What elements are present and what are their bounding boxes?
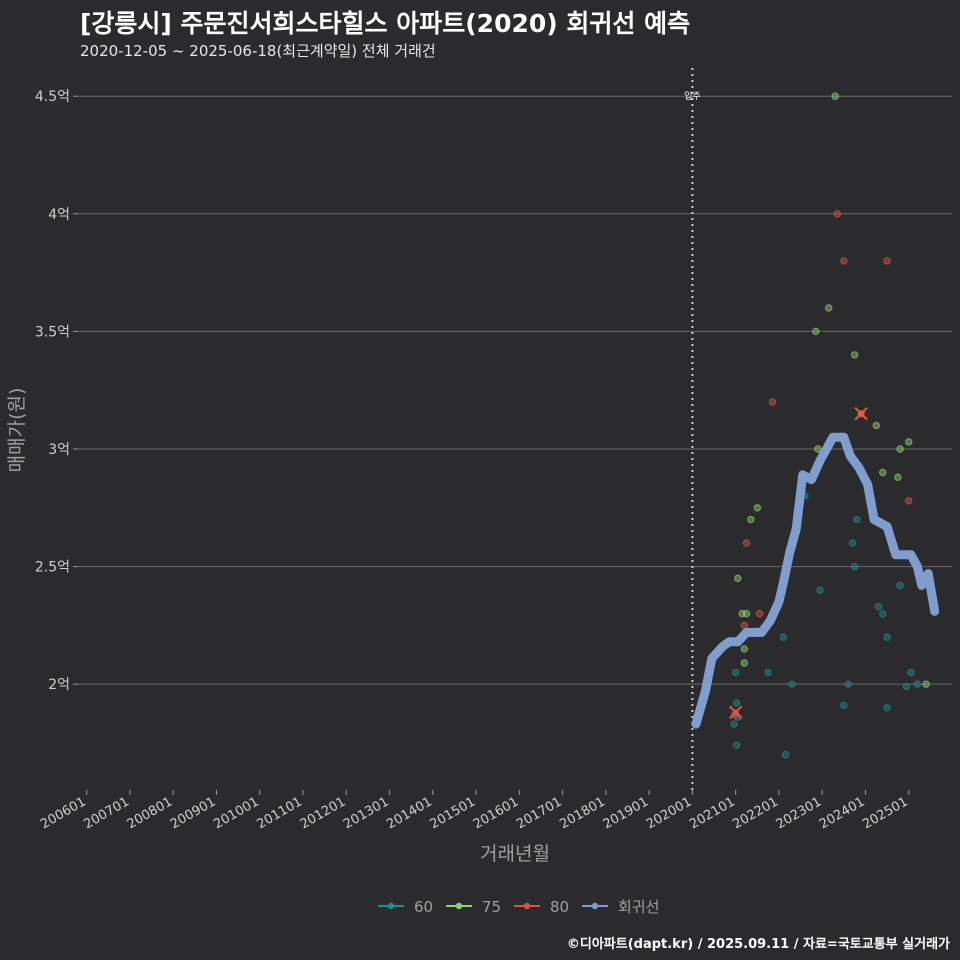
y-tick-label: 4억: [48, 207, 70, 223]
y-axis-labels: 2억 2.5억 3억 3.5억 4억 4.5억: [35, 89, 70, 693]
legend-label-75: 75: [482, 898, 501, 916]
point-60: [844, 680, 852, 688]
point-60: [730, 720, 738, 728]
point-60: [879, 609, 887, 618]
x-axis-title: 거래년월: [480, 843, 550, 865]
point-60: [779, 633, 787, 641]
point-60: [896, 581, 904, 590]
point-60: [883, 703, 891, 712]
point-80: [883, 257, 891, 265]
point-75: [922, 680, 930, 688]
point-75: [740, 659, 749, 667]
legend: 60 75 80 회귀선: [378, 898, 659, 916]
point-80: [768, 398, 777, 406]
y-axis-title: 매매가(원): [6, 388, 28, 473]
point-80: [755, 609, 764, 618]
point-80: [742, 539, 751, 547]
point-60: [732, 699, 741, 707]
point-75: [894, 473, 902, 481]
point-75: [831, 92, 839, 100]
point-75: [879, 468, 887, 477]
x-tick-label: 201601: [471, 794, 521, 832]
x-tick-label: 202101: [687, 794, 737, 832]
point-60: [781, 751, 790, 759]
legend-label-80: 80: [550, 898, 569, 916]
legend-dot-회귀선: [591, 902, 599, 910]
point-60: [731, 668, 740, 677]
point-60: [913, 680, 922, 688]
x-tick-label: 202001: [644, 794, 694, 832]
point-75: [896, 445, 904, 453]
point-60: [816, 586, 824, 594]
point-60: [764, 668, 772, 677]
point-80: [840, 257, 848, 265]
point-75: [850, 351, 859, 359]
point-75: [753, 504, 761, 512]
y-tick-label: 2억: [48, 677, 70, 693]
point-80: [740, 621, 749, 630]
x-tick-label: 201201: [298, 794, 348, 832]
point-60: [853, 515, 861, 524]
highlight-dot: [858, 410, 865, 417]
point-75: [742, 609, 751, 618]
x-tick-label: 201701: [514, 794, 564, 832]
highlight-dot: [732, 709, 739, 716]
move-in-label: 입주: [684, 90, 701, 102]
x-tick-label: 201801: [557, 794, 607, 832]
x-tick-label: 202201: [730, 794, 780, 832]
x-tick-label: 202301: [774, 794, 824, 832]
point-60: [874, 602, 883, 611]
highlight-markers: [728, 407, 868, 720]
point-60: [850, 562, 859, 571]
x-axis-labels: 2006012007012008012009012010012011012012…: [38, 794, 911, 832]
credit-text: ©디아파트(dapt.kr) / 2025.09.11 / 자료=국토교통부 실…: [566, 937, 950, 952]
x-tick-label: 200701: [81, 794, 131, 832]
chart-title: [강릉시] 주문진서희스타힐스 아파트(2020) 회귀선 예측: [80, 9, 691, 38]
point-60: [788, 680, 796, 688]
point-60: [732, 741, 741, 750]
point-60: [907, 668, 915, 677]
scatter-points: [730, 92, 930, 759]
point-75: [905, 438, 913, 446]
point-75: [814, 445, 822, 453]
point-80: [905, 497, 913, 505]
x-tick-label: 200901: [168, 794, 218, 832]
legend-dot-75: [455, 902, 463, 910]
point-80: [833, 210, 842, 218]
legend-label-60: 60: [414, 898, 433, 916]
x-tick-label: 201401: [384, 794, 434, 832]
point-60: [840, 701, 848, 710]
y-tick-label: 3억: [48, 442, 70, 458]
legend-label-회귀선: 회귀선: [618, 898, 659, 916]
legend-dot-60: [387, 902, 395, 910]
point-75: [740, 645, 749, 653]
regression-line: [691, 432, 940, 729]
point-75: [812, 327, 820, 336]
point-75: [747, 515, 755, 524]
grid: [73, 95, 952, 795]
point-60: [883, 633, 891, 641]
chart-subtitle: 2020-12-05 ~ 2025-06-18(최근계약일) 전체 거래건: [80, 42, 436, 60]
x-tick-label: 201101: [255, 794, 305, 832]
x-tick-label: 202501: [860, 794, 910, 832]
x-tick-label: 200601: [38, 794, 88, 832]
x-tick-label: 201501: [428, 794, 478, 832]
point-60: [902, 682, 911, 691]
y-tick-label: 3.5억: [35, 324, 70, 340]
y-tick-label: 4.5억: [35, 89, 70, 105]
point-75: [824, 304, 833, 312]
x-tick-label: 202401: [817, 794, 867, 832]
x-tick-label: 201001: [211, 794, 261, 832]
legend-dot-80: [523, 902, 531, 910]
point-75: [872, 421, 880, 430]
point-75: [734, 574, 742, 583]
x-tick-label: 200801: [125, 794, 175, 832]
x-tick-label: 201301: [341, 794, 391, 832]
point-60: [848, 539, 857, 547]
y-tick-label: 2.5억: [35, 560, 70, 576]
x-tick-label: 201901: [601, 794, 651, 832]
